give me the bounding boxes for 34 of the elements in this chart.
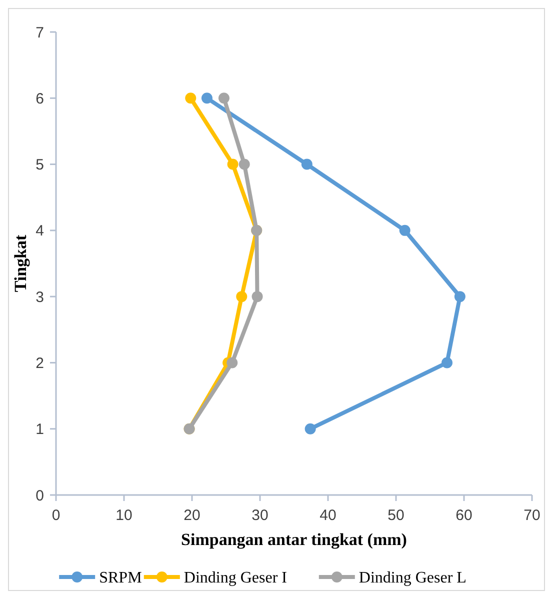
point: [236, 291, 248, 302]
x-tick-label: 50: [388, 507, 404, 524]
legend-label: Dinding Geser L: [358, 570, 466, 587]
x-tick-label: 0: [52, 507, 60, 524]
x-tick-label: 60: [456, 507, 472, 524]
point: [399, 224, 410, 236]
x-tick-label: 20: [184, 507, 200, 524]
x-tick-label: 70: [524, 507, 540, 524]
y-tick-label: 6: [36, 90, 44, 108]
point: [238, 158, 250, 170]
point: [301, 158, 312, 170]
y-tick-label: 2: [36, 354, 44, 372]
point: [185, 92, 196, 104]
y-tick-label: 5: [36, 156, 44, 174]
x-axis-title: Simpangan antar tingkat (mm): [181, 530, 407, 549]
y-axis-title: Tingkat: [11, 234, 30, 292]
x-tick-label: 10: [116, 507, 132, 524]
point: [252, 291, 263, 302]
x-tick-label: 30: [252, 507, 268, 524]
point: [442, 357, 452, 368]
point: [304, 423, 316, 434]
y-tick-label: 4: [36, 222, 44, 240]
point: [226, 357, 238, 368]
point: [227, 158, 238, 170]
y-tick-label: 7: [36, 24, 44, 42]
legend-label: SRPM: [99, 570, 142, 587]
point: [218, 92, 230, 104]
point: [201, 92, 212, 104]
y-tick-label: 0: [36, 487, 44, 504]
legend-label: Dinding Geser I: [184, 570, 287, 587]
x-tick-label: 40: [320, 507, 336, 524]
y-tick-label: 3: [36, 288, 44, 306]
y-tick-label: 1: [36, 421, 44, 438]
point: [454, 291, 466, 302]
